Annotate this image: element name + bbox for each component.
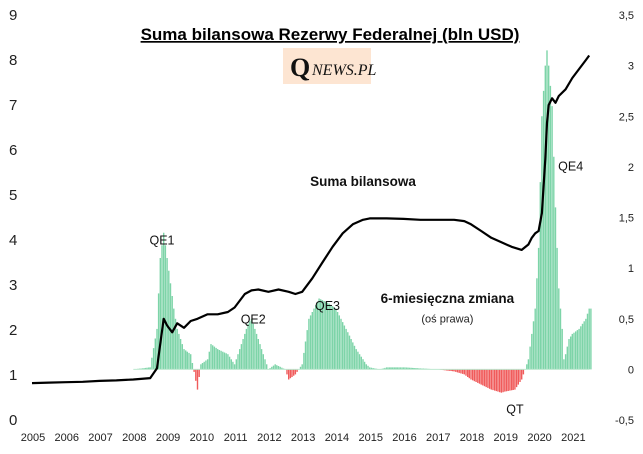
right-tick-label: -0,5 (615, 415, 634, 427)
x-tick-label: 2006 (55, 432, 79, 444)
x-tick-label: 2015 (358, 432, 382, 444)
x-tick-label: 2016 (392, 432, 416, 444)
left-tick-label: 5 (9, 187, 17, 204)
left-tick-label: 1 (9, 367, 17, 384)
annotation-label: Suma bilansowa (310, 174, 416, 189)
annotation-label: QE1 (150, 234, 175, 248)
x-tick-label: 2010 (190, 432, 214, 444)
x-tick-label: 2009 (156, 432, 180, 444)
x-tick-label: 2007 (88, 432, 112, 444)
x-tick-label: 2014 (325, 432, 349, 444)
left-axis: 0 1 2 3 4 5 6 7 8 9 (9, 7, 17, 429)
qnews-logo: Q NEWS.PL (283, 48, 377, 84)
right-tick-label: 0 (628, 364, 634, 376)
balance-sheet-line (31, 54, 591, 385)
left-tick-label: 9 (9, 7, 17, 24)
right-tick-label: 2 (628, 162, 634, 174)
left-tick-label: 7 (9, 97, 17, 114)
left-tick-label: 6 (9, 142, 17, 159)
right-axis: -0,5 0 0,5 1 1,5 2 2,5 3 3,5 (615, 10, 634, 427)
annotation-label: QT (506, 402, 524, 416)
x-tick-label: 2017 (426, 432, 450, 444)
balance-line (31, 54, 591, 385)
x-tick-label: 2008 (122, 432, 146, 444)
left-tick-label: 3 (9, 277, 17, 294)
logo-q-letter: Q (290, 53, 310, 82)
right-tick-label: 1,5 (619, 213, 634, 225)
x-tick-label: 2005 (21, 432, 45, 444)
left-tick-label: 4 (9, 232, 17, 249)
right-tick-label: 1 (628, 263, 634, 275)
left-tick-label: 0 (9, 412, 17, 429)
annotation-label: QE4 (558, 159, 583, 173)
chart-title: Suma bilansowa Rezerwy Federalnej (bln U… (141, 25, 520, 44)
x-tick-label: 2019 (494, 432, 518, 444)
x-tick-label: 2020 (527, 432, 551, 444)
logo-background (283, 48, 371, 84)
right-tick-label: 2,5 (619, 111, 634, 123)
change-bars (135, 50, 592, 393)
x-tick-label: 2011 (224, 432, 248, 444)
logo-text: NEWS.PL (311, 62, 377, 79)
x-tick-label: 2018 (460, 432, 484, 444)
right-tick-label: 3,5 (619, 10, 634, 22)
right-tick-label: 3 (628, 61, 634, 73)
right-tick-label: 0,5 (619, 314, 634, 326)
annotation-label: QE3 (315, 299, 340, 313)
annotation-label: 6-miesięczna zmiana (381, 291, 515, 306)
left-tick-label: 8 (9, 52, 17, 69)
x-tick-label: 2013 (291, 432, 315, 444)
left-tick-label: 2 (9, 322, 17, 339)
x-tick-label: 2021 (561, 432, 585, 444)
annotation-label: QE2 (241, 312, 266, 326)
annotations: QE1 QE2 QE3 QE4 QT Suma bilansowa 6-miesięczna… (150, 159, 584, 416)
x-axis: 2005 2006 2007 2008 2009 2010 2011 2012 2013 2014… (21, 432, 586, 444)
annotation-label: (oś prawa) (421, 313, 473, 325)
x-tick-label: 2012 (257, 432, 281, 444)
